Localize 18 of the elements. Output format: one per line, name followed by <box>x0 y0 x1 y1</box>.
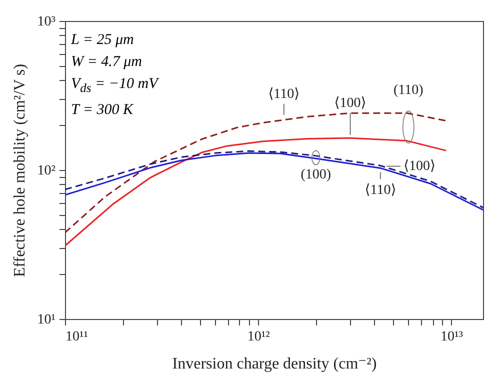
annotation: ⟨100⟩ <box>334 96 366 111</box>
annotation: W = 4.7 μm <box>71 53 143 72</box>
x-tick-label: 10¹¹ <box>66 330 88 344</box>
x-axis-title: Inversion charge density (cm⁻²) <box>172 356 377 372</box>
y-tick-label: 10² <box>37 164 56 178</box>
annotation: (100) <box>300 168 332 183</box>
annotation: ⟨110⟩ <box>268 86 300 102</box>
annotation: V$_{ds}$ = −10 mV <box>71 75 158 97</box>
annotation: ⟨100⟩ <box>404 159 436 174</box>
annotation: L = 25 μm <box>71 31 135 50</box>
x-tick-label: 10¹³ <box>440 330 463 344</box>
annotation: T = 300 K <box>71 101 135 120</box>
annotation: (110) <box>394 83 424 98</box>
x-tick-label: 10¹² <box>247 330 270 344</box>
y-tick-label: 10¹ <box>37 312 56 328</box>
y-tick-label: 10³ <box>37 14 56 30</box>
y-axis-title: Effective hole mobility (cm²/V s) <box>11 64 28 278</box>
annotation: ⟨110⟩ <box>364 183 396 198</box>
